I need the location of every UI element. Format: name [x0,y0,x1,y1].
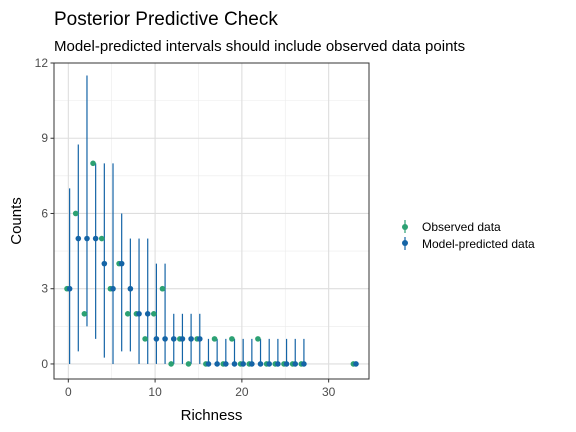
observed-point [211,336,218,342]
observed-point [159,285,166,292]
observed-point [185,361,192,367]
observed-point [150,310,157,317]
y-tick-label: 9 [41,131,48,145]
predicted-point [231,361,238,367]
y-tick-label: 6 [41,206,48,220]
predicted-point [136,310,142,317]
predicted-point [283,361,290,367]
legend-item-observed: Observed data [402,220,501,234]
chart-subtitle: Model-predicted intervals should include… [54,38,465,55]
predicted-point [170,336,177,342]
predicted-point [196,336,203,342]
observed-point [81,310,88,317]
predicted-point [144,310,151,317]
interval-lines [69,75,305,364]
x-tick-label: 10 [148,385,162,399]
legend-key-predicted-point [402,240,408,246]
observed-point [124,310,131,317]
observed-point [98,235,105,242]
predicted-point [101,260,108,267]
observed-point [72,210,79,217]
x-tick-label: 0 [65,385,72,399]
legend: Observed data Model-predicted data [402,220,535,251]
predicted-point [127,285,134,292]
observed-point [229,336,235,342]
predicted-point [75,235,82,242]
panel-border [53,62,370,380]
predicted-point [84,235,90,242]
chart-title: Posterior Predictive Check [54,9,278,30]
predicted-point [353,361,359,367]
x-tick-label: 20 [235,385,249,399]
legend-item-predicted: Model-predicted data [402,237,535,251]
predicted-point [118,260,125,267]
y-tick-label: 0 [41,357,48,371]
predicted-point [205,361,212,367]
predicted-point [92,235,99,242]
predicted-point [292,361,299,367]
predicted-point [223,361,229,367]
legend-key-observed-point [402,224,408,230]
y-tick-label: 12 [35,56,49,70]
predicted-point [214,361,220,367]
observed-point [168,361,174,367]
predicted-points [66,235,359,367]
y-tick-label: 3 [41,282,48,296]
predicted-point [266,361,273,367]
predicted-point [179,336,186,342]
predicted-point [301,361,307,367]
predicted-point [240,361,246,367]
plot-panel [53,62,370,380]
legend-label-observed: Observed data [422,220,501,234]
predicted-point [249,361,255,367]
predicted-point [153,336,160,342]
observed-point [90,160,96,167]
x-axis-title: Richness [181,407,243,424]
x-tick-label: 30 [322,385,336,399]
panel-background [54,63,369,379]
x-axis-ticks: 0 10 20 30 [65,379,336,399]
predicted-point [188,336,194,342]
legend-label-predicted: Model-predicted data [422,237,535,251]
grid-lines [54,62,369,379]
predicted-point [257,361,264,367]
observed-point [142,336,148,342]
predicted-point [275,361,281,367]
predicted-point [66,285,73,292]
predicted-point [110,285,116,292]
observed-point [255,336,261,342]
y-axis-title: Counts [8,197,25,245]
predicted-point [162,336,168,342]
y-axis-ticks: 0 3 6 9 12 [35,56,54,371]
